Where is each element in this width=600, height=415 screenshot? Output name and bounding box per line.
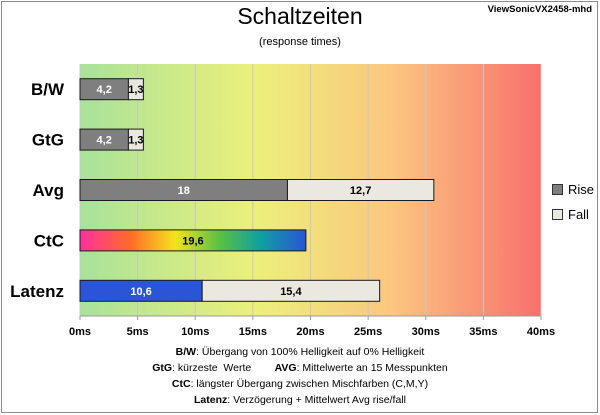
category-label: B/W — [31, 80, 65, 99]
monitor-model: ViewSonicVX2458-mhd — [487, 4, 592, 15]
x-tick-label: 15ms — [239, 326, 267, 338]
note-line: CtC: längster Übergang zwischen Mischfar… — [0, 376, 600, 392]
note-text: : Verzögerung + Mittelwert Avg rise/fall — [227, 394, 406, 406]
data-label: 15,4 — [280, 286, 302, 298]
legend-swatch-fall — [552, 208, 563, 220]
bar-fall — [201, 279, 381, 302]
note-term: AVG — [274, 362, 297, 374]
data-label: 1,3 — [128, 84, 143, 96]
chart-legend: Rise Fall — [552, 178, 594, 228]
chart-title: Schaltzeiten — [237, 3, 363, 29]
note-text: : Mittelwerte an 15 Messpunkten — [296, 362, 448, 374]
x-tick-label: 30ms — [412, 326, 440, 338]
x-tick-label: 0ms — [69, 326, 91, 338]
legend-label-fall: Fall — [568, 206, 589, 222]
bar-rise — [79, 229, 307, 252]
data-label: 18 — [178, 185, 190, 197]
note-term: Latenz — [194, 394, 228, 406]
note-text: : Übergang von 100% Helligkeit auf 0% He… — [196, 346, 425, 358]
chart-notes: B/W: Übergang von 100% Helligkeit auf 0%… — [0, 344, 600, 408]
category-label: Latenz — [10, 282, 64, 301]
note-line: Latenz: Verzögerung + Mittelwert Avg ris… — [0, 392, 600, 408]
data-label: 10,6 — [130, 286, 151, 298]
category-label: GtG — [32, 131, 64, 150]
x-tick-label: 40ms — [527, 326, 555, 338]
data-label: 12,7 — [350, 185, 371, 197]
note-text: : längster Übergang zwischen Mischfarben… — [190, 378, 429, 390]
legend-item-fall: Fall — [552, 203, 594, 225]
note-term: B/W — [175, 346, 197, 358]
category-label: CtC — [34, 231, 64, 250]
note-text: : kürzeste Werte — [172, 362, 275, 374]
data-label: 4,2 — [97, 84, 112, 96]
bar-fall — [127, 128, 144, 151]
note-line: B/W: Übergang von 100% Helligkeit auf 0%… — [0, 344, 600, 360]
x-tick-label: 25ms — [354, 326, 382, 338]
note-line: GtG: kürzeste Werte AVG: Mittelwerte an … — [0, 360, 600, 376]
data-label: 19,6 — [182, 235, 203, 247]
x-tick-label: 5ms — [127, 326, 149, 338]
data-label: 4,2 — [97, 135, 112, 147]
legend-item-rise: Rise — [552, 178, 594, 200]
x-tick-label: 20ms — [296, 326, 324, 338]
chart-subtitle: (response times) — [259, 36, 341, 48]
category-label: Avg — [33, 181, 65, 200]
legend-swatch-rise — [552, 183, 563, 195]
note-term: GtG — [152, 362, 173, 374]
data-label: 1,3 — [128, 135, 143, 147]
bar-fall — [286, 179, 435, 201]
x-tick-label: 35ms — [469, 326, 497, 338]
legend-label-rise: Rise — [568, 181, 595, 197]
response-time-chart: 4,2 1,3 4,2 1,3 18 12,7 19,6 10,6 15,4 B/W GtG Avg… — [10, 64, 555, 338]
bar-fall — [127, 78, 144, 101]
x-tick-label: 10ms — [181, 326, 209, 338]
note-term: CtC — [171, 378, 191, 390]
